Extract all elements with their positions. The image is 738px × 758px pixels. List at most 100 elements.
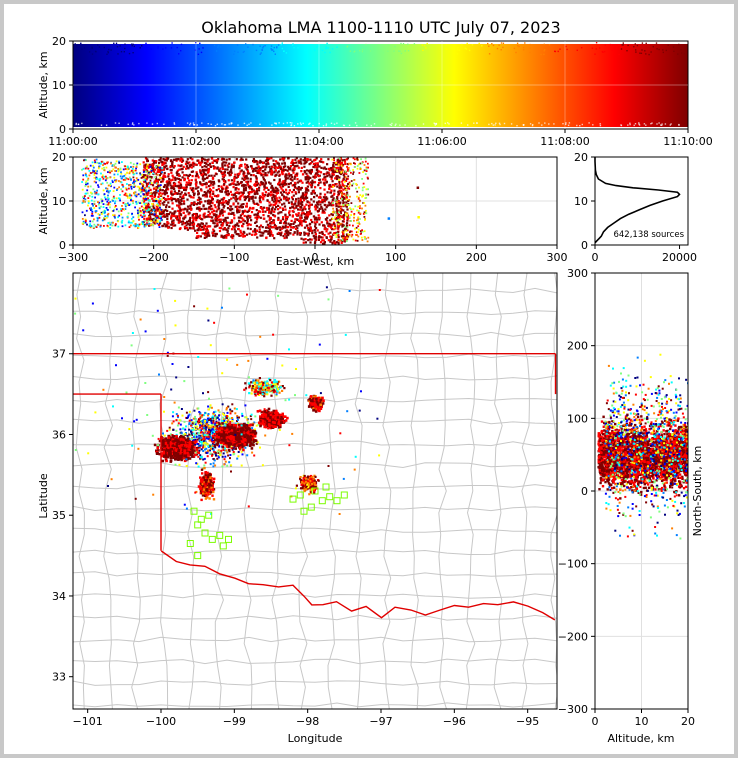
ew-source-point bbox=[130, 194, 133, 197]
ew-source-point bbox=[170, 190, 173, 193]
time-source-point bbox=[422, 49, 424, 52]
ew-source-point bbox=[143, 196, 146, 199]
ew-source-point bbox=[233, 161, 236, 164]
ew-source-point bbox=[338, 172, 341, 175]
ew-source-point bbox=[139, 172, 141, 175]
ew-source-point bbox=[182, 211, 185, 214]
time-source-point bbox=[522, 49, 525, 51]
ew-source-point bbox=[279, 234, 282, 237]
time-source-point bbox=[282, 122, 285, 125]
plan-source-point bbox=[215, 427, 217, 430]
ew-source-point bbox=[145, 194, 148, 197]
ew-source-point bbox=[204, 224, 207, 227]
time-source-point bbox=[562, 123, 564, 125]
ew-source-point bbox=[181, 171, 184, 174]
ew-source-point bbox=[176, 177, 179, 180]
time-source-point bbox=[243, 50, 245, 53]
ew-source-point bbox=[119, 167, 122, 170]
ew-source-point bbox=[219, 220, 222, 223]
ew-source-point bbox=[121, 205, 123, 207]
ew-source-point bbox=[273, 170, 276, 173]
ew-source-point bbox=[334, 163, 337, 166]
ew-source-point bbox=[230, 179, 233, 182]
ew-source-point bbox=[115, 223, 117, 225]
ew-source-point bbox=[158, 215, 161, 218]
ew-source-point bbox=[128, 184, 130, 187]
ew-source-point bbox=[322, 198, 325, 201]
ew-source-point bbox=[176, 185, 179, 188]
ew-source-point bbox=[318, 223, 321, 226]
time-source-point bbox=[83, 47, 86, 49]
ew-source-point bbox=[297, 212, 300, 215]
plan-source-point bbox=[179, 428, 182, 431]
ew-source-point bbox=[315, 238, 318, 241]
ew-source-point bbox=[148, 222, 151, 225]
ew-source-point bbox=[417, 216, 420, 219]
ew-source-point bbox=[343, 224, 345, 227]
ew-source-point bbox=[270, 184, 274, 188]
ew-source-point bbox=[203, 207, 206, 210]
ew-source-point bbox=[292, 194, 295, 197]
ew-source-point bbox=[275, 192, 278, 195]
ew-source-point bbox=[239, 191, 242, 194]
ew-source-point bbox=[107, 191, 110, 194]
ew-source-point bbox=[161, 209, 164, 211]
ew-source-point bbox=[101, 176, 104, 178]
ew-source-point bbox=[192, 219, 195, 222]
ew-source-point bbox=[361, 178, 363, 180]
ew-source-point bbox=[198, 225, 202, 228]
time-source-point bbox=[370, 124, 372, 127]
time-source-point bbox=[178, 53, 180, 55]
ew-source-point bbox=[326, 163, 329, 166]
time-source-point bbox=[488, 123, 490, 126]
ew-source-point bbox=[329, 202, 332, 205]
histogram-x-tick-label: 20000 bbox=[662, 251, 697, 264]
ew-source-point bbox=[304, 216, 307, 219]
plan-source-point bbox=[209, 446, 212, 448]
ew-source-point bbox=[120, 210, 123, 212]
ew-source-point bbox=[296, 218, 299, 221]
ew-source-point bbox=[286, 199, 290, 202]
ew-source-point bbox=[289, 168, 292, 171]
ew-source-point bbox=[218, 229, 222, 233]
plan-source-point bbox=[230, 464, 233, 467]
ew-source-point bbox=[81, 222, 84, 225]
ew-source-point bbox=[317, 236, 320, 239]
ew-source-point bbox=[328, 184, 331, 187]
ew-source-point bbox=[305, 188, 309, 191]
time-source-point bbox=[635, 51, 637, 53]
ew-source-point bbox=[105, 177, 108, 180]
plan-source-point bbox=[241, 453, 244, 456]
ew-source-point bbox=[362, 202, 365, 204]
ew-source-point bbox=[297, 200, 300, 203]
time-source-point bbox=[356, 124, 358, 127]
ew-source-point bbox=[299, 199, 302, 203]
ew-source-point bbox=[138, 223, 141, 226]
time-source-point bbox=[80, 42, 82, 44]
ew-source-point bbox=[132, 220, 135, 223]
ew-source-point bbox=[118, 160, 120, 163]
ew-source-point bbox=[246, 217, 249, 220]
ew-source-point bbox=[107, 197, 110, 200]
ew-source-point bbox=[165, 187, 168, 190]
time-height-x-tick-label: 11:06:00 bbox=[417, 135, 466, 148]
ew-source-point bbox=[107, 212, 110, 215]
ew-source-point bbox=[184, 221, 187, 225]
ew-source-point bbox=[328, 173, 331, 176]
ew-source-point bbox=[160, 180, 163, 183]
ew-source-point bbox=[95, 176, 98, 179]
ew-source-point bbox=[314, 216, 317, 219]
ew-source-point bbox=[216, 166, 219, 169]
ew-source-point bbox=[83, 159, 85, 162]
ew-source-point bbox=[221, 188, 224, 191]
ew-source-point bbox=[332, 233, 335, 235]
ew-source-point bbox=[306, 211, 309, 214]
ew-source-point bbox=[177, 158, 180, 161]
ew-source-point bbox=[205, 195, 208, 198]
ew-source-point bbox=[199, 181, 202, 184]
time-height-x-tick-label: 11:02:00 bbox=[171, 135, 220, 148]
ew-source-point bbox=[317, 238, 321, 241]
ew-source-point bbox=[326, 222, 329, 225]
county-line bbox=[242, 273, 253, 709]
plan-source-point bbox=[195, 462, 198, 465]
